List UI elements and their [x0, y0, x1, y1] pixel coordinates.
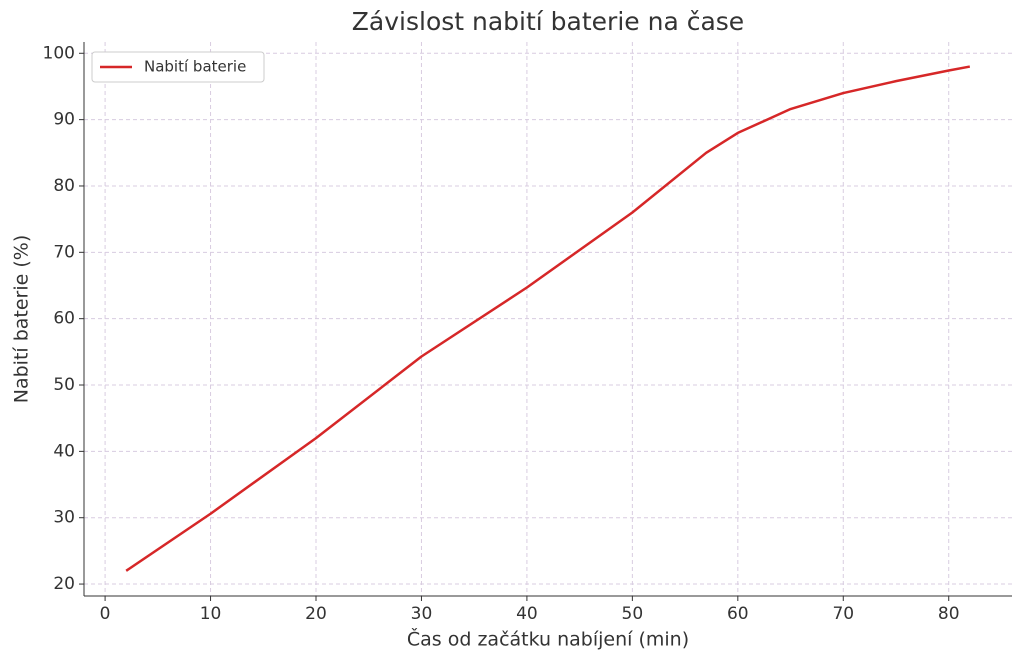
y-tick-label: 40 [53, 441, 75, 461]
x-tick-label: 60 [727, 604, 749, 624]
x-tick-label: 40 [516, 604, 538, 624]
chart-title: Závislost nabití baterie na čase [352, 7, 744, 36]
legend-box [91, 51, 265, 83]
x-tick-label: 50 [622, 604, 644, 624]
y-tick-label: 90 [53, 110, 75, 130]
y-axis-label: Nabití baterie (%) [11, 235, 33, 404]
x-tick-label: 20 [305, 604, 327, 624]
y-tick-label: 30 [53, 508, 75, 528]
y-tick-label: 70 [53, 242, 75, 262]
x-tick-label: 30 [411, 604, 433, 624]
y-tick-label: 50 [53, 375, 75, 395]
x-tick-label: 80 [938, 604, 960, 624]
y-tick-label: 60 [53, 309, 75, 329]
x-tick-label: 70 [832, 604, 854, 624]
y-tick-label: 100 [43, 43, 75, 63]
y-tick-label: 80 [53, 176, 75, 196]
legend-label: Nabití baterie [144, 58, 246, 76]
line-series [125, 65, 971, 572]
y-tick-label: 20 [53, 574, 75, 594]
x-tick-label: 0 [100, 604, 111, 624]
x-axis-label: Čas od začátku nabíjení (min) [407, 627, 689, 651]
x-tick-label: 10 [200, 604, 222, 624]
